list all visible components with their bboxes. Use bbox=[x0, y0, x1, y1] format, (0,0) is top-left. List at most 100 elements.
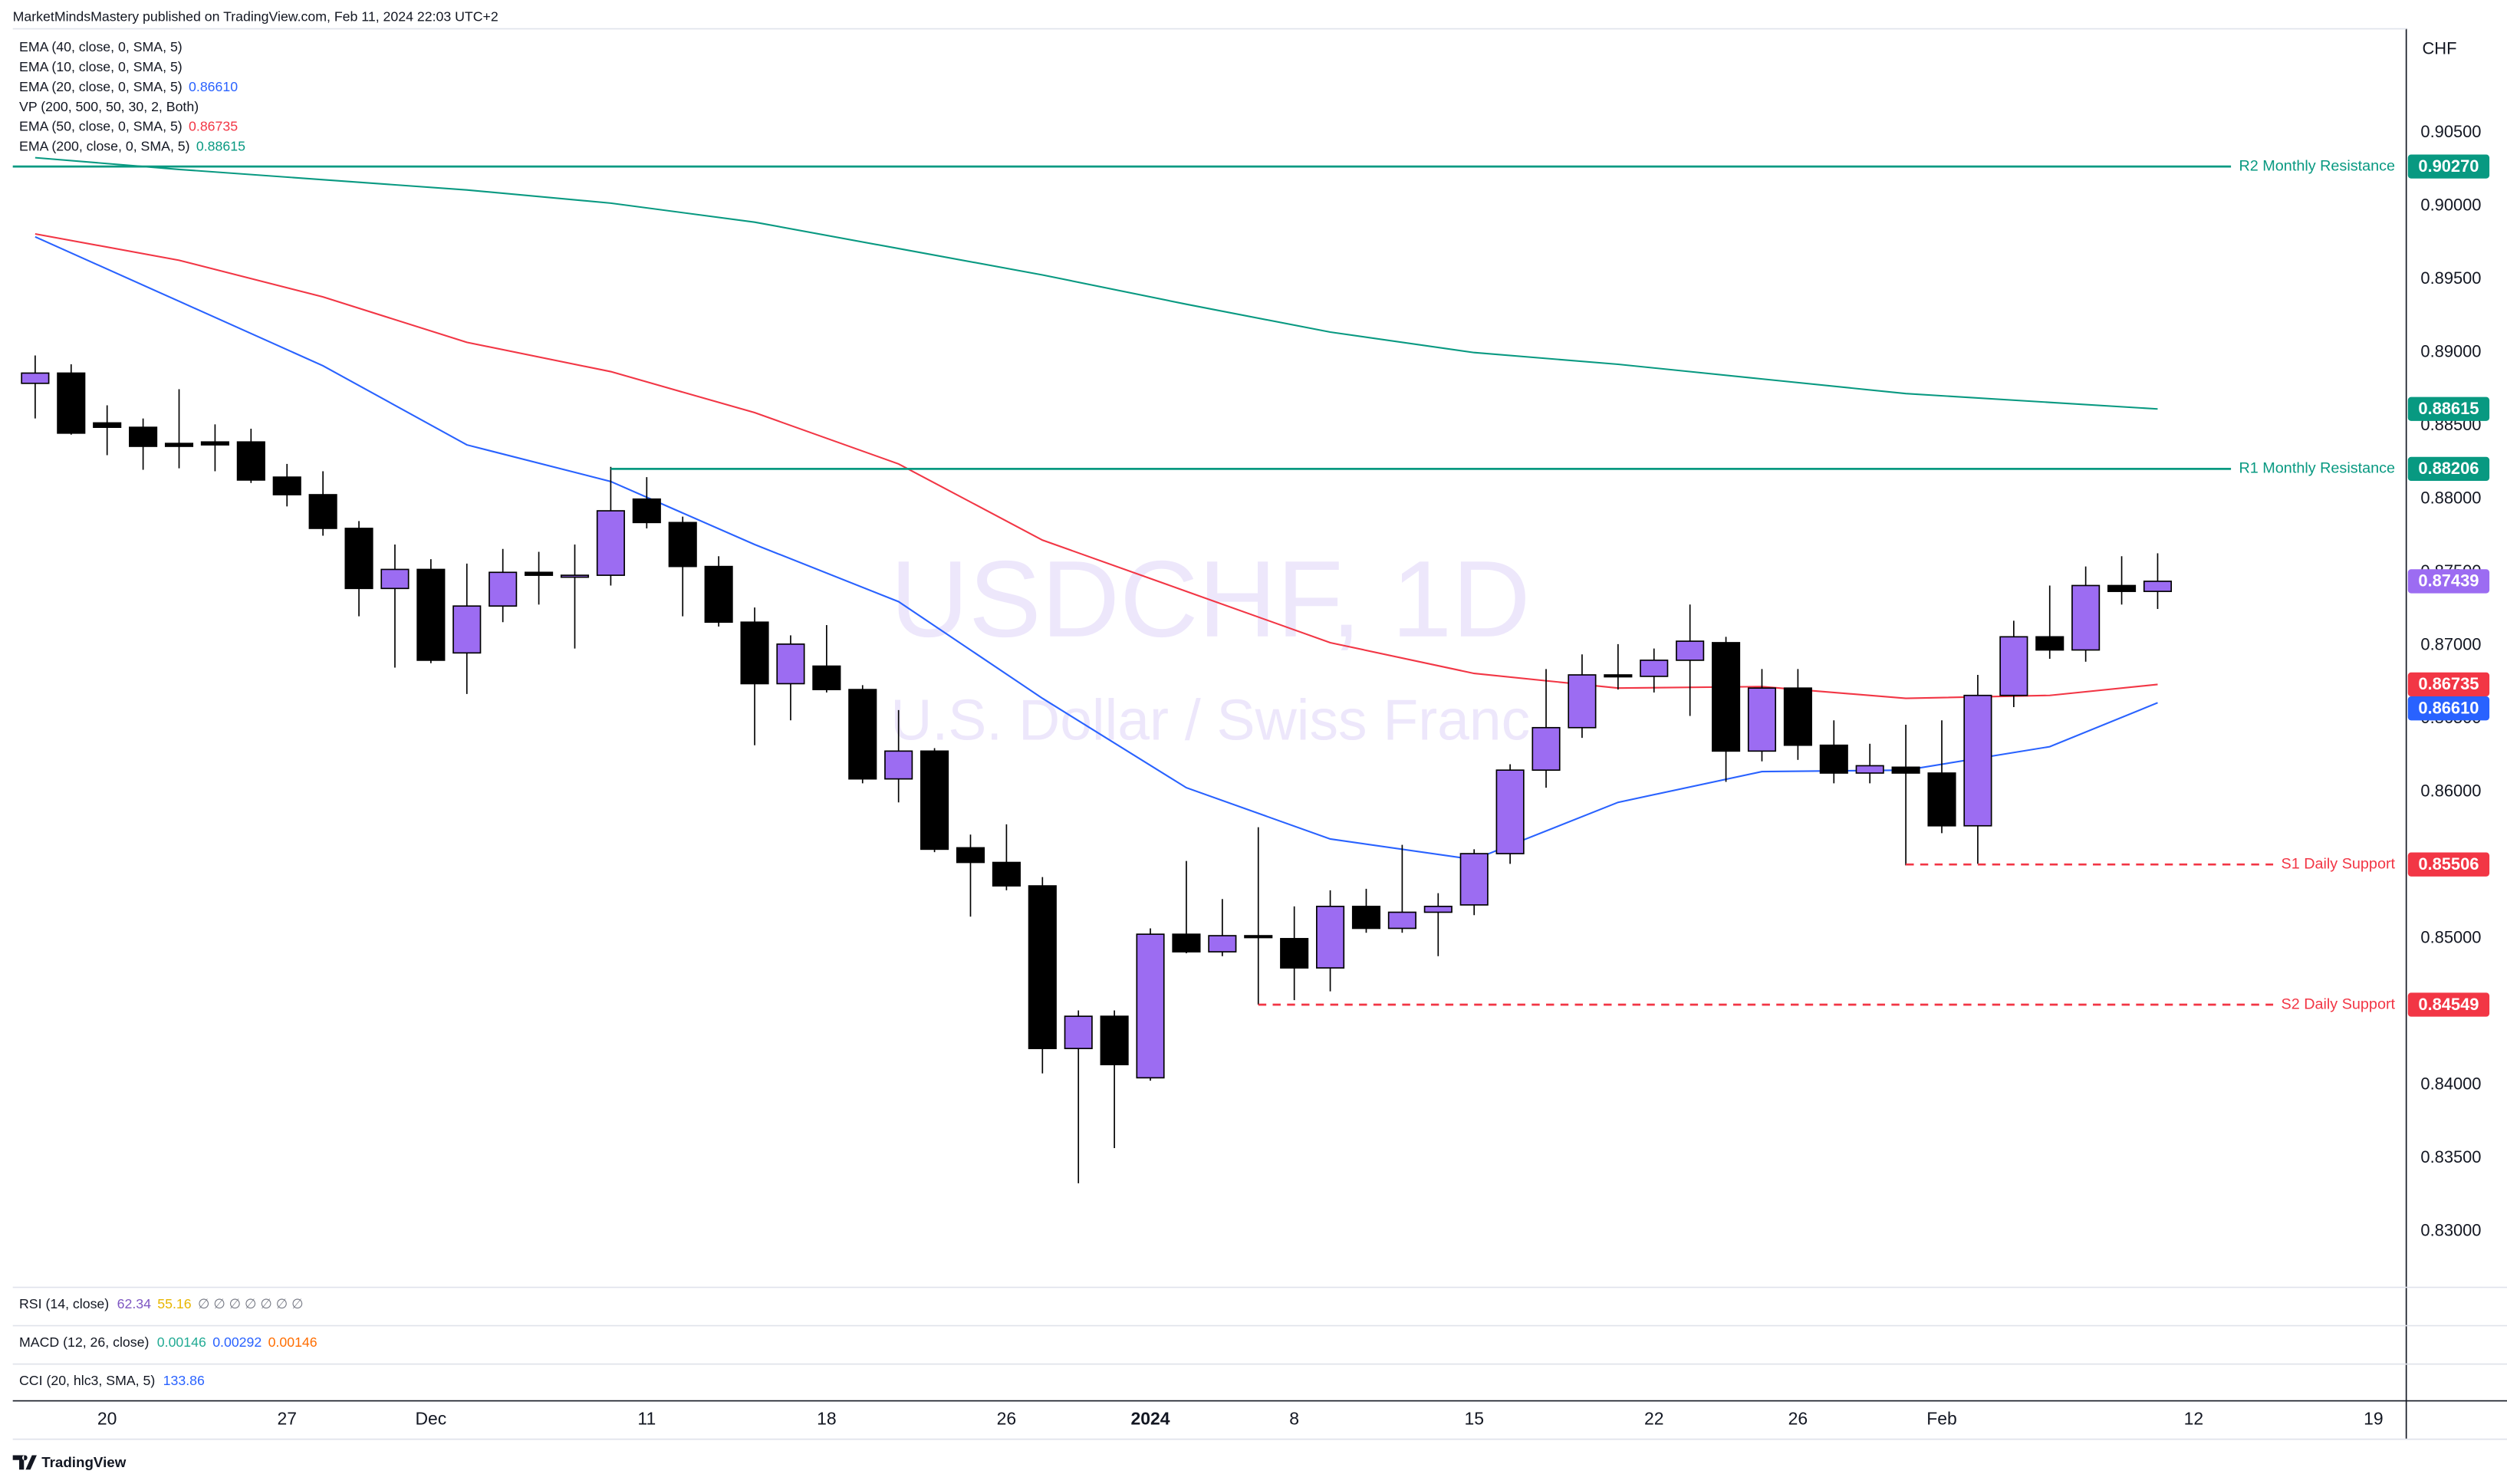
price-tag bbox=[2407, 569, 2490, 594]
candle-body bbox=[956, 847, 985, 864]
pane-value: 0.00146 bbox=[268, 1334, 317, 1350]
candle-body bbox=[1963, 694, 1992, 827]
candle-body bbox=[920, 750, 949, 851]
price-tag-label: 0.87439 bbox=[2418, 571, 2479, 591]
candle-body bbox=[1316, 906, 1345, 969]
x-tick-label: 15 bbox=[1464, 1409, 1483, 1429]
pane-value: ∅ ∅ ∅ ∅ ∅ ∅ ∅ bbox=[198, 1296, 304, 1311]
legend-value: 0.86735 bbox=[189, 119, 238, 134]
candle-body bbox=[1747, 687, 1777, 752]
pane-value: 133.86 bbox=[163, 1373, 205, 1388]
candle-body bbox=[1387, 911, 1416, 930]
price-tag-label: 0.88206 bbox=[2418, 459, 2479, 478]
pane-value: 0.00146 bbox=[157, 1334, 206, 1350]
candle-body bbox=[1423, 906, 1453, 913]
candle-body bbox=[1244, 935, 1273, 939]
candle-body bbox=[2107, 584, 2137, 592]
price-tag bbox=[2407, 456, 2490, 482]
candle-body bbox=[525, 571, 554, 576]
candle-body bbox=[1783, 687, 1812, 746]
price-tag-label: 0.86610 bbox=[2418, 699, 2479, 718]
x-tick-label: Dec bbox=[415, 1409, 446, 1429]
candle-body bbox=[129, 426, 158, 447]
candle-body bbox=[848, 689, 877, 780]
y-tick-label: 0.87000 bbox=[2420, 635, 2481, 654]
y-tick-label: 0.83500 bbox=[2420, 1147, 2481, 1166]
candle-body bbox=[632, 498, 661, 524]
y-tick-label: 0.85000 bbox=[2420, 928, 2481, 947]
candle-body bbox=[1999, 636, 2028, 696]
candle-body bbox=[1459, 853, 1489, 906]
candle-body bbox=[596, 510, 625, 576]
candle-body bbox=[344, 528, 373, 590]
candle-body bbox=[308, 494, 337, 529]
candle-body bbox=[1568, 674, 1597, 729]
candle-body bbox=[740, 621, 769, 685]
candle-body bbox=[1495, 769, 1525, 854]
currency: CHF bbox=[2423, 38, 2457, 58]
y-tick-label: 0.89500 bbox=[2420, 268, 2481, 288]
y-tick-label: 0.84000 bbox=[2420, 1074, 2481, 1094]
legend-value: 0.86610 bbox=[189, 79, 238, 94]
level-label: R1 Monthly Resistance bbox=[2239, 460, 2396, 477]
x-tick-label: Feb bbox=[1926, 1409, 1956, 1429]
candle-body bbox=[380, 568, 410, 590]
y-tick-label: 0.90500 bbox=[2420, 122, 2481, 141]
y-tick-label: 0.89000 bbox=[2420, 342, 2481, 361]
price-tag bbox=[2407, 154, 2490, 179]
price-tag-label: 0.90270 bbox=[2418, 156, 2479, 176]
candle-body bbox=[1819, 744, 1848, 774]
legend-entry: EMA (20, close, 0, SMA, 5) bbox=[19, 79, 183, 94]
x-tick-label: 8 bbox=[1289, 1409, 1299, 1429]
candle-body bbox=[1208, 935, 1237, 953]
logo-icon bbox=[12, 1455, 37, 1470]
candle-body bbox=[992, 861, 1021, 887]
price-tag bbox=[2407, 672, 2490, 697]
candle-body bbox=[1028, 885, 1057, 1049]
candle-body bbox=[1604, 674, 1633, 678]
pane-title: RSI (14, close) bbox=[19, 1296, 109, 1311]
price-tag bbox=[2407, 696, 2490, 721]
candle-body bbox=[1064, 1015, 1093, 1049]
candle-body bbox=[884, 750, 913, 780]
x-tick-label: 19 bbox=[2364, 1409, 2383, 1429]
candle-body bbox=[1532, 726, 1561, 772]
price-tag bbox=[2407, 397, 2490, 421]
x-tick-label: 22 bbox=[1644, 1409, 1663, 1429]
legend-entry: EMA (50, close, 0, SMA, 5) bbox=[19, 119, 183, 134]
pane-value: 62.34 bbox=[117, 1296, 151, 1311]
price-tag-label: 0.84549 bbox=[2418, 995, 2479, 1014]
x-tick-label: 2024 bbox=[1131, 1409, 1170, 1429]
candle-body bbox=[489, 571, 518, 607]
candle-body bbox=[812, 665, 841, 690]
candle-body bbox=[560, 574, 590, 578]
candle-body bbox=[57, 372, 86, 434]
pane-value: 55.16 bbox=[157, 1296, 191, 1311]
candle-body bbox=[164, 443, 194, 447]
y-tick-label: 0.83000 bbox=[2420, 1221, 2481, 1240]
watermark-description: U.S. Dollar / Swiss Franc bbox=[890, 687, 1530, 752]
candle-body bbox=[1136, 933, 1165, 1079]
level-label: R2 Monthly Resistance bbox=[2239, 157, 2396, 174]
pane-value: 0.00292 bbox=[212, 1334, 262, 1350]
candle-body bbox=[1640, 660, 1669, 677]
candle-body bbox=[1927, 772, 1956, 827]
legend-value: 0.88615 bbox=[196, 139, 245, 154]
candle-body bbox=[272, 476, 301, 495]
level-label: S2 Daily Support bbox=[2282, 995, 2396, 1012]
x-tick-label: 11 bbox=[637, 1409, 656, 1429]
price-tag-label: 0.88615 bbox=[2418, 399, 2479, 418]
x-tick-label: 26 bbox=[997, 1409, 1016, 1429]
x-tick-label: 18 bbox=[817, 1409, 836, 1429]
candle-body bbox=[93, 422, 122, 428]
x-tick-label: 27 bbox=[277, 1409, 296, 1429]
plot bbox=[21, 156, 2173, 1183]
candle-body bbox=[1280, 938, 1309, 969]
candle-body bbox=[1172, 933, 1201, 953]
candle-body bbox=[1712, 642, 1741, 752]
candle-body bbox=[452, 605, 482, 654]
y-tick-label: 0.88000 bbox=[2420, 489, 2481, 508]
legend-entry: EMA (10, close, 0, SMA, 5) bbox=[19, 59, 183, 74]
frame bbox=[12, 28, 2507, 1440]
